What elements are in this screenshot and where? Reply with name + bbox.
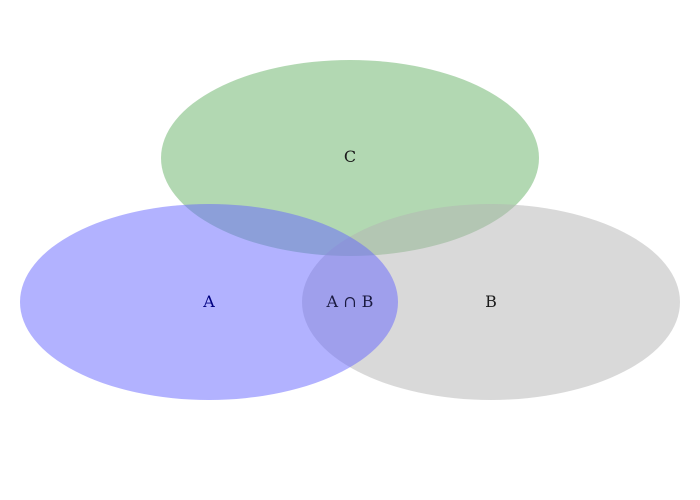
set-b-label: B	[485, 292, 497, 311]
set-a-label: A	[202, 292, 215, 311]
set-c-ellipse	[161, 60, 539, 256]
intersection-a-b-label: A ∩ B	[326, 292, 374, 311]
set-c-label: C	[344, 147, 356, 166]
set-a-ellipse	[20, 204, 398, 400]
set-b-ellipse	[302, 204, 680, 400]
